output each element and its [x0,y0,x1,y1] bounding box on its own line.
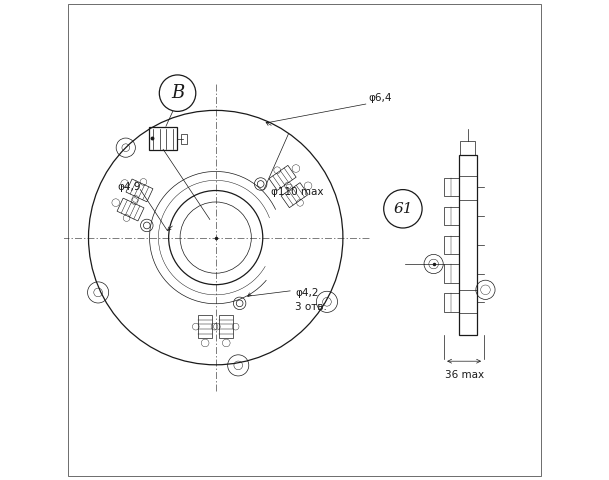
Bar [444,207,459,225]
Text: φ110 max: φ110 max [271,187,323,197]
Text: φ6,4: φ6,4 [368,93,392,103]
Text: 36 max: 36 max [445,370,484,380]
Text: 61: 61 [393,202,413,216]
Circle shape [160,75,195,111]
Bar [444,264,459,283]
Bar [149,127,177,150]
Bar [181,134,187,144]
Bar [460,141,476,155]
Bar [459,155,477,335]
Text: 3 отв.: 3 отв. [295,302,327,312]
Text: φ4,2: φ4,2 [295,288,319,298]
Bar [444,178,459,196]
Bar [444,236,459,254]
Circle shape [384,190,422,228]
Bar [444,293,459,312]
Text: B: B [171,84,184,102]
Text: φ4,9: φ4,9 [118,182,141,192]
